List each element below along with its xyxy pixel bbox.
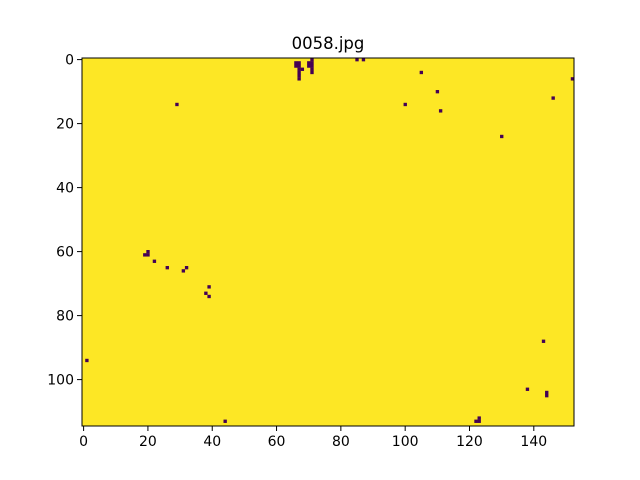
heatmap-pixel (403, 102, 407, 107)
x-tick-label: 60 (268, 434, 286, 450)
heatmap-pixel (297, 77, 301, 81)
heatmap-pixel (310, 61, 314, 65)
heatmap-pixel (297, 74, 301, 78)
x-tick-label: 100 (392, 434, 419, 450)
heatmap-pixel (474, 419, 478, 423)
y-tick-label: 100 (47, 373, 74, 389)
heatmap-pixel (207, 294, 211, 299)
heatmap-pixel (435, 90, 440, 94)
heatmap-pixel (310, 67, 314, 71)
x-axis: 0 20 40 60 80 100 120 140 (79, 426, 547, 450)
heatmap-pixel (146, 253, 150, 257)
x-tick-label: 140 (520, 434, 547, 450)
heatmap-pixel (545, 394, 549, 398)
plot-frame (81, 57, 575, 427)
x-tick-label: 20 (139, 434, 157, 450)
heatmap-pixel (307, 61, 311, 65)
heatmap-pixel (419, 70, 424, 75)
heatmap-pixel (361, 58, 366, 62)
heatmap-pixel (85, 358, 89, 363)
heatmap-pixel (152, 259, 157, 263)
heatmap-pixel (477, 416, 481, 420)
heatmap-pixel (310, 64, 314, 68)
chart-title: 0058.jpg (292, 34, 365, 53)
heatmap-pixel (297, 64, 301, 68)
heatmap-pixel (204, 291, 208, 295)
x-tick-label: 120 (456, 434, 483, 450)
heatmap-pixel (477, 419, 481, 423)
heatmap-pixel (165, 266, 169, 270)
heatmap-pixel (294, 61, 298, 65)
heatmap-pixel (551, 96, 555, 100)
y-axis: 0 20 40 60 80 100 (47, 53, 82, 389)
heatmap-pixel (310, 58, 314, 62)
heatmap-pixel (184, 266, 189, 270)
plot-area (81, 57, 575, 427)
heatmap-pixel (297, 61, 301, 65)
heatmap-pixel (545, 390, 549, 395)
x-tick-label: 0 (79, 434, 88, 450)
heatmap-pixel (541, 339, 546, 343)
heatmap-pixel (175, 102, 179, 107)
y-tick-label: 60 (56, 245, 74, 261)
heatmap-pixel (143, 253, 147, 257)
heatmap-pixel (570, 77, 575, 81)
heatmap-background (82, 58, 574, 426)
heatmap-pixel (207, 285, 211, 289)
y-tick-label: 80 (56, 309, 74, 325)
heatmap-pixels (85, 58, 575, 423)
heatmap-pixel (300, 67, 305, 71)
heatmap-pixel (181, 269, 186, 273)
heatmap-pixel (297, 70, 301, 75)
heatmap-pixel (297, 67, 301, 71)
heatmap-pixel (307, 64, 311, 68)
heatmap-pixel (294, 64, 298, 68)
y-tick-label: 20 (56, 117, 74, 133)
heatmap-pixel (223, 419, 227, 423)
heatmap-pixel (355, 58, 359, 62)
heatmap-pixel (525, 387, 530, 391)
heatmap-pixel (146, 250, 150, 254)
heatmap-pixel (310, 70, 314, 75)
x-tick-label: 40 (203, 434, 221, 450)
heatmap-pixel (438, 109, 443, 113)
y-tick-label: 0 (65, 53, 74, 69)
heatmap-pixel (500, 134, 504, 139)
x-tick-label: 80 (332, 434, 350, 450)
y-tick-label: 40 (56, 181, 74, 197)
